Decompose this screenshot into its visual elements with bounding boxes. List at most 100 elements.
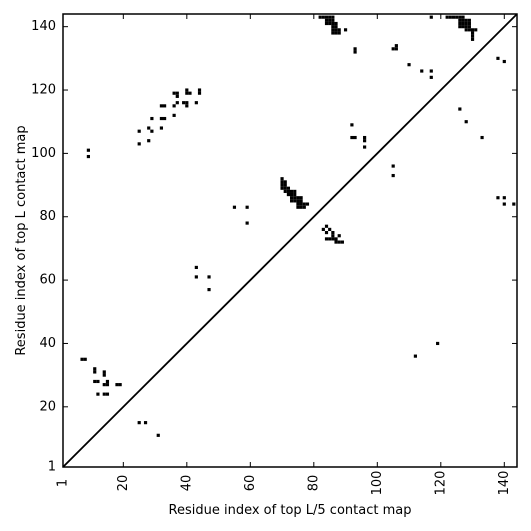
contact-point-top-l5 (353, 50, 357, 54)
contact-point-top-l5 (137, 142, 141, 146)
contact-point-top-l5 (350, 123, 354, 127)
y-tick-label: 20 (39, 399, 56, 414)
contact-point-top-l5 (163, 104, 167, 108)
x-tick-label: 140 (497, 471, 512, 496)
contact-point-top-l5 (328, 21, 332, 26)
contact-point-top-l5 (328, 15, 332, 19)
contact-point-top-l5 (464, 21, 468, 26)
contact-point-top-l (102, 370, 106, 374)
x-axis-label: Residue index of top L/5 contact map (169, 503, 412, 518)
y-tick-label: 40 (39, 336, 56, 351)
x-tick-label: 80 (306, 475, 321, 492)
contact-point-top-l5 (185, 101, 189, 105)
contact-point-top-l5 (461, 21, 465, 26)
contact-point-top-l5 (470, 34, 475, 38)
contact-point-top-l (302, 202, 306, 206)
contact-point-top-l5 (318, 15, 322, 19)
contact-point-top-l5 (429, 15, 433, 19)
contact-point-top-l (296, 202, 300, 206)
contact-point-top-l5 (334, 21, 338, 26)
contact-point-top-l (391, 173, 395, 178)
contact-point-top-l5 (363, 139, 367, 143)
contact-point-top-l (331, 234, 335, 238)
contact-point-top-l (115, 383, 119, 387)
contact-point-top-l (337, 234, 341, 238)
contact-point-top-l (324, 237, 329, 241)
y-tick-label: 120 (31, 83, 56, 98)
contact-point-top-l (328, 227, 332, 231)
contact-point-top-l (83, 357, 87, 361)
contact-point-top-l (93, 379, 97, 384)
contact-point-top-l5 (324, 18, 329, 22)
y-axis-label: Residue index of top L contact map (14, 125, 29, 355)
contact-point-top-l5 (150, 129, 154, 133)
contact-point-top-l (436, 341, 440, 346)
contact-point-top-l5 (197, 91, 202, 95)
contact-point-top-l (293, 199, 297, 203)
contact-point-top-l5 (458, 15, 462, 19)
contact-point-top-l (293, 189, 297, 193)
contact-point-top-l5 (464, 28, 468, 32)
contact-point-top-l5 (502, 59, 506, 64)
contact-point-top-l (321, 227, 325, 231)
contact-point-top-l (280, 183, 284, 187)
contact-point-top-l5 (394, 47, 398, 51)
x-tick-label: 60 (243, 475, 258, 492)
y-tick-label: 100 (31, 146, 56, 161)
contact-point-top-l (290, 199, 294, 203)
contact-point-top-l (299, 196, 303, 200)
contact-point-top-l (143, 421, 148, 425)
contact-point-top-l (391, 164, 395, 168)
contact-point-top-l (156, 433, 160, 437)
contact-point-top-l (337, 240, 341, 244)
contact-point-top-l (283, 183, 287, 187)
contact-point-top-l (207, 275, 211, 279)
contact-point-top-l (334, 237, 338, 241)
contact-point-top-l5 (429, 75, 433, 79)
contact-point-top-l5 (147, 139, 151, 143)
contact-point-top-l (296, 205, 300, 209)
contact-point-top-l (293, 196, 297, 200)
contact-point-top-l (290, 196, 294, 200)
contact-point-top-l5 (467, 25, 471, 29)
contact-point-top-l (290, 189, 294, 193)
contact-point-top-l5 (331, 21, 335, 26)
contact-point-top-l5 (197, 88, 202, 92)
contact-point-top-l5 (461, 18, 465, 22)
contact-point-top-l5 (159, 126, 164, 130)
y-tick-label: 1 (48, 460, 56, 475)
contact-point-top-l (207, 288, 211, 292)
contact-point-top-l (93, 370, 97, 374)
contact-point-top-l5 (172, 104, 176, 108)
contact-point-top-l5 (470, 28, 475, 32)
contact-point-top-l (102, 392, 106, 396)
contact-point-top-l (324, 224, 329, 228)
x-axis-ticks: 1 20 40 60 80 100 120 140 (56, 14, 512, 495)
contact-point-top-l (105, 383, 110, 387)
contact-point-top-l5 (407, 63, 411, 67)
contact-point-top-l5 (337, 28, 341, 32)
x-tick-label: 1 (56, 479, 71, 487)
contact-point-top-l (245, 205, 249, 209)
contact-point-top-l (296, 199, 300, 203)
contact-point-top-l5 (502, 202, 506, 206)
contact-point-top-l5 (420, 69, 424, 73)
contact-point-top-l5 (512, 202, 516, 206)
contact-point-top-l (118, 383, 122, 387)
y-tick-label: 140 (31, 19, 56, 34)
contact-point-top-l (280, 177, 284, 181)
contact-point-top-l5 (394, 44, 398, 48)
contact-point-top-l (283, 186, 287, 190)
x-tick-label: 40 (179, 475, 194, 492)
contact-point-top-l5 (175, 101, 179, 105)
contact-point-top-l5 (185, 88, 189, 92)
contact-point-top-l (324, 230, 329, 235)
contact-point-top-l5 (194, 101, 198, 105)
contact-point-top-l (286, 189, 290, 193)
y-tick-label: 60 (39, 273, 56, 288)
contact-point-top-l (290, 192, 294, 197)
contact-point-top-l (80, 357, 84, 361)
contact-point-top-l5 (445, 15, 449, 19)
